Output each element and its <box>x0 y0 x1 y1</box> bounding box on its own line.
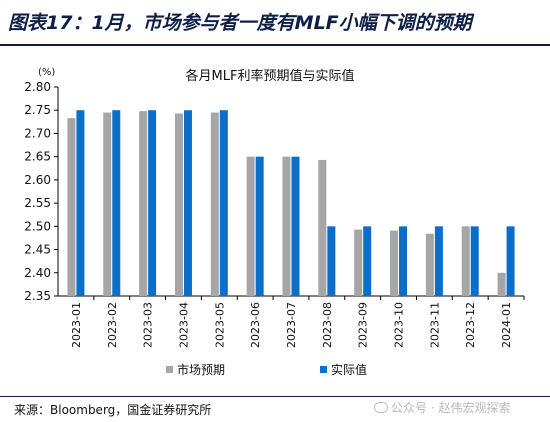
title-rule <box>0 44 550 46</box>
y-tick-label: 2.75 <box>24 103 51 117</box>
expected-bar <box>390 230 399 296</box>
y-tick-label: 2.60 <box>24 173 51 187</box>
source-note: 来源：Bloomberg，国金证券研究所 <box>14 403 212 417</box>
expected-bar <box>282 156 291 296</box>
expected-bar <box>425 233 434 296</box>
y-tick-label: 2.55 <box>24 196 51 210</box>
actual-bar <box>363 226 372 296</box>
expected-bar <box>318 159 327 296</box>
y-tick-label: 2.40 <box>24 266 51 280</box>
actual-bar <box>327 226 336 296</box>
x-tick-label: 2023-07 <box>285 302 298 348</box>
legend-label: 市场预期 <box>177 362 225 377</box>
actual-bar <box>255 156 264 296</box>
expected-bar <box>497 272 506 296</box>
expected-bar <box>246 156 255 296</box>
expected-bar <box>67 118 76 297</box>
actual-bar <box>470 226 479 296</box>
actual-bar <box>76 110 85 296</box>
expected-bar <box>461 226 470 296</box>
x-tick-label: 2023-06 <box>249 302 262 348</box>
x-tick-label: 2023-04 <box>177 302 190 348</box>
legend-swatch <box>320 366 327 373</box>
y-tick-label: 2.35 <box>24 289 51 303</box>
actual-bar <box>434 226 443 296</box>
x-tick-label: 2023-05 <box>213 302 226 348</box>
wechat-icon <box>374 402 388 413</box>
legend-label: 实际值 <box>331 362 367 377</box>
y-tick-label: 2.70 <box>24 126 51 140</box>
actual-bar <box>148 110 157 296</box>
y-axis-unit: (%) <box>38 67 55 78</box>
actual-bar <box>291 156 300 296</box>
expected-bar <box>210 112 219 297</box>
title-bar: 图表17：1月，市场参与者一度有MLF小幅下调的预期 <box>0 0 550 44</box>
x-tick-label: 2023-02 <box>106 302 119 348</box>
bar-chart: 各月MLF利率预期值与实际值 (%) 2.35 2.40 2.45 2.50 2.55 2.6… <box>24 67 525 377</box>
actual-bar <box>219 110 228 296</box>
bottom-rule <box>0 396 550 397</box>
x-tick-label: 2023-08 <box>321 302 334 348</box>
actual-bar <box>506 226 515 296</box>
watermark-text: 公众号 · 赵伟宏观探索 <box>391 401 511 415</box>
x-tick-label: 2023-03 <box>142 302 155 348</box>
y-tick-label: 2.50 <box>24 219 51 233</box>
x-tick-label: 2023-01 <box>70 302 83 348</box>
actual-bar <box>183 110 192 296</box>
x-tick-label: 2024-01 <box>500 302 513 348</box>
x-tick-label: 2023-09 <box>357 302 370 348</box>
expected-bar <box>139 111 148 296</box>
y-tick-label: 2.65 <box>24 150 51 164</box>
expected-bar <box>354 229 363 296</box>
actual-bar <box>112 110 121 296</box>
x-tick-label: 2023-12 <box>464 302 477 348</box>
figure-title: 图表17：1月，市场参与者一度有MLF小幅下调的预期 <box>8 12 472 34</box>
chart-title: 各月MLF利率预期值与实际值 <box>186 68 355 84</box>
x-tick-label: 2023-10 <box>393 302 406 348</box>
y-tick-label: 2.80 <box>24 80 51 94</box>
expected-bar <box>174 113 183 297</box>
legend-swatch <box>166 366 173 373</box>
actual-bar <box>399 226 408 296</box>
watermark: 公众号 · 赵伟宏观探索 <box>374 399 510 416</box>
y-tick-label: 2.45 <box>24 243 51 257</box>
expected-bar <box>103 112 112 297</box>
x-tick-label: 2023-11 <box>428 302 441 348</box>
